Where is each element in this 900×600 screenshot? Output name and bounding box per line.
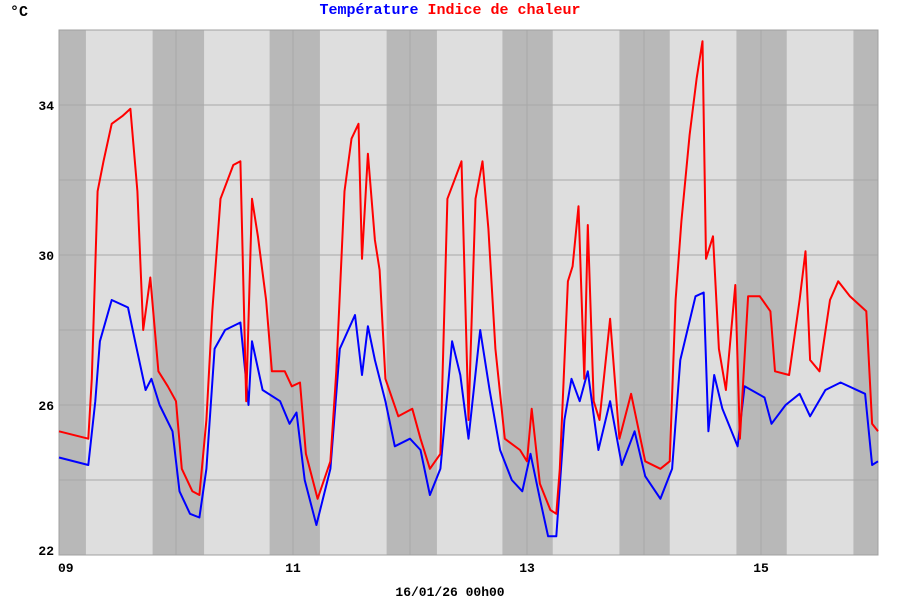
x-tick-label: 09	[58, 561, 74, 576]
night-band	[386, 30, 437, 555]
legend-temperature: Température	[319, 2, 418, 19]
night-band	[152, 30, 205, 555]
y-tick-label: 22	[38, 544, 54, 559]
unit-label: °C	[10, 4, 28, 21]
x-axis-label: 16/01/26 00h00	[395, 585, 504, 600]
y-tick-label: 26	[38, 399, 54, 414]
series-lines	[58, 40, 879, 538]
x-tick-label: 15	[753, 561, 769, 576]
y-tick-label: 30	[38, 249, 54, 264]
axis-ticks: 22 26 30 34 09 11 13 15	[38, 99, 769, 576]
y-tick-label: 34	[38, 99, 54, 114]
x-tick-label: 11	[285, 561, 301, 576]
series-line-heat-index	[58, 40, 879, 515]
night-band	[269, 30, 320, 555]
night-band	[736, 30, 787, 555]
night-band	[59, 30, 86, 555]
x-tick-label: 13	[519, 561, 535, 576]
night-band	[853, 30, 878, 555]
night-bands	[59, 30, 878, 555]
plot-border	[58, 29, 879, 556]
legend-heat-index: Indice de chaleur	[428, 2, 581, 19]
chart-title: Température Indice de chaleur	[319, 2, 580, 19]
series-line-temperature	[58, 291, 879, 538]
